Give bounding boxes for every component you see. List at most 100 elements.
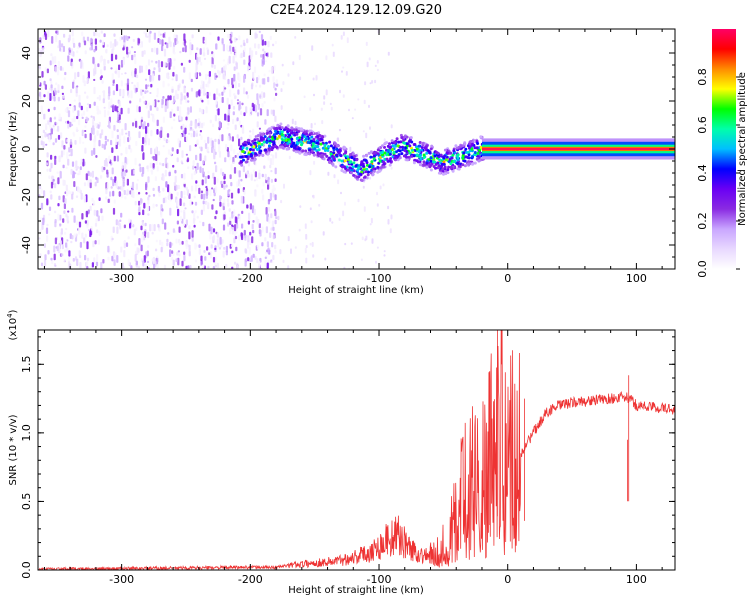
heatmap-cell — [299, 205, 302, 208]
heatmap-cell — [238, 147, 242, 151]
heatmap-cell — [376, 60, 379, 64]
heatmap-cell — [82, 158, 85, 167]
heatmap-cell — [462, 151, 466, 155]
heatmap-cell — [214, 72, 217, 80]
heatmap-cell — [262, 137, 265, 141]
heatmap-cell — [239, 150, 242, 154]
heatmap-cell — [243, 59, 246, 65]
heatmap-cell — [61, 67, 64, 72]
heatmap-cell — [169, 41, 172, 48]
heatmap-cell — [183, 182, 186, 185]
heatmap-cell — [136, 74, 139, 79]
heatmap-cell — [236, 102, 240, 105]
heatmap-cell — [111, 147, 114, 153]
y-tick-label: 0.5 — [20, 493, 33, 511]
heatmap-cell — [409, 136, 413, 140]
heatmap-cell — [141, 89, 145, 92]
heatmap-cell — [256, 93, 259, 101]
heatmap-cell — [261, 103, 264, 108]
heatmap-cell — [315, 75, 318, 80]
heatmap-cell — [167, 140, 170, 143]
heatmap-cell — [369, 155, 373, 159]
heatmap-cell — [56, 171, 59, 174]
heatmap-cell — [81, 31, 84, 37]
heatmap-cell — [142, 137, 145, 145]
heatmap-cell — [233, 237, 236, 244]
heatmap-cell — [111, 73, 114, 81]
heatmap-cell — [338, 128, 341, 132]
heatmap-cell — [274, 219, 277, 225]
heatmap-cell — [365, 235, 368, 241]
heatmap-cell — [452, 160, 456, 164]
heatmap-cell — [172, 45, 175, 54]
heatmap-cell — [461, 163, 465, 167]
heatmap-cell — [149, 105, 152, 111]
heatmap-cell — [147, 196, 150, 201]
heatmap-cell — [71, 61, 74, 69]
heatmap-cell — [69, 191, 73, 195]
heatmap-cell — [383, 254, 386, 257]
heatmap-cell — [77, 110, 80, 117]
heatmap-cell — [338, 162, 341, 166]
heatmap-cell — [223, 214, 226, 220]
heatmap-cell — [250, 84, 254, 90]
heatmap-cell — [91, 170, 94, 178]
heatmap-cell — [311, 241, 314, 247]
heatmap-cell — [313, 147, 317, 151]
heatmap-cell — [422, 153, 426, 157]
heatmap-cell — [325, 154, 329, 158]
heatmap-cell — [153, 224, 156, 232]
heatmap-cell — [408, 151, 412, 155]
heatmap-cell — [280, 133, 284, 136]
heatmap-cell — [221, 134, 224, 142]
heatmap-cell — [140, 244, 143, 252]
heatmap-cell — [229, 154, 232, 161]
heatmap-cell — [76, 166, 80, 169]
heatmap-cell — [180, 134, 183, 139]
heatmap-cell — [232, 111, 235, 116]
heatmap-cell — [171, 147, 174, 152]
heatmap-cell — [249, 107, 252, 113]
heatmap-cell — [309, 107, 312, 111]
heatmap-cell — [143, 50, 146, 55]
heatmap-cell — [219, 196, 223, 200]
heatmap-cell — [438, 169, 442, 172]
heatmap-cell — [228, 34, 231, 39]
heatmap-cell — [87, 209, 90, 213]
heatmap-cell — [178, 253, 181, 257]
heatmap-cell — [310, 123, 313, 129]
heatmap-cell — [215, 75, 218, 78]
heatmap-cell — [73, 215, 76, 223]
heatmap-cell — [440, 162, 444, 166]
heatmap-cell — [202, 204, 205, 212]
heatmap-cell — [152, 100, 155, 107]
heatmap-cell — [223, 180, 226, 185]
heatmap-cell — [365, 132, 368, 139]
heatmap-cell — [280, 126, 284, 130]
heatmap-cell — [280, 199, 283, 204]
heatmap-cell — [112, 190, 115, 197]
heatmap-cell — [118, 120, 121, 124]
heatmap-cell — [456, 158, 460, 162]
heatmap-cell — [176, 93, 179, 100]
heatmap-cell — [297, 127, 301, 131]
heatmap-cell — [369, 223, 372, 226]
heatmap-cell — [84, 254, 87, 261]
heatmap-cell — [182, 42, 185, 45]
heatmap-cell — [106, 44, 109, 48]
heatmap-cell — [198, 89, 201, 97]
heatmap-cell — [200, 193, 203, 200]
heatmap-cell — [55, 82, 58, 86]
heatmap-cell — [183, 183, 186, 187]
heatmap-cell — [430, 144, 434, 148]
heatmap-cell — [173, 118, 176, 122]
heatmap-cell — [201, 122, 204, 129]
heatmap-cell — [238, 234, 241, 241]
heatmap-cell — [246, 94, 250, 99]
heatmap-cell — [215, 43, 218, 50]
heatmap-cell — [273, 82, 276, 89]
heatmap-cell — [224, 157, 227, 163]
heatmap-cell — [38, 65, 41, 69]
heatmap-cell — [110, 53, 114, 62]
heatmap-cell — [170, 126, 173, 130]
